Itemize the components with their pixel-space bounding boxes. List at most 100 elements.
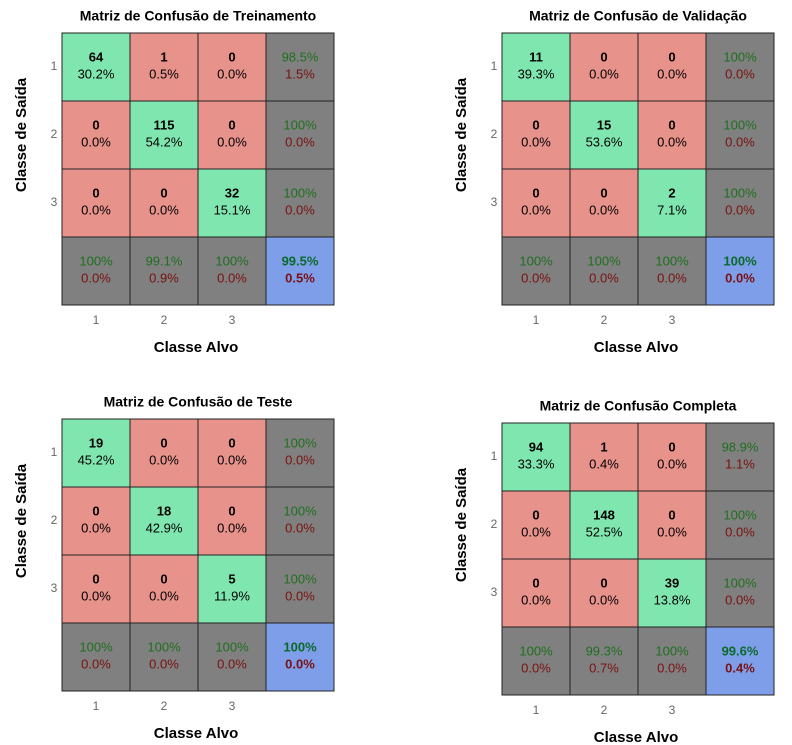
cell-bottom: 0.0% [81,202,111,217]
chart-title: Matriz de Confusão de Treinamento [80,8,316,24]
cell-bottom: 0.0% [149,202,179,217]
cell-top: 100% [723,575,757,590]
cell-top: 100% [723,49,757,64]
cell-bottom: 0.4% [589,456,619,471]
x-tick-label: 3 [669,313,676,327]
matrix-cell [265,486,335,556]
x-axis-label: Classe Alvo [594,339,679,356]
matrix-cell [197,554,267,624]
matrix-cell [265,168,335,238]
cell-top: 100% [283,639,317,654]
cell-bottom: 0.7% [589,660,619,675]
matrix-cell [705,626,775,696]
x-tick-label: 2 [161,313,168,327]
matrix-cell [569,422,639,492]
cell-top: 0 [668,507,675,522]
y-tick-label: 2 [51,513,58,527]
cell-bottom: 7.1% [657,202,687,217]
matrix-cell [61,622,131,692]
cell-top: 0 [668,117,675,132]
y-tick-label: 3 [51,581,58,595]
cell-bottom: 0.0% [725,66,755,81]
matrix-cell [637,490,707,560]
y-axis-label: Classe de Saída [13,463,30,578]
x-tick-label: 2 [601,703,608,717]
y-tick-label: 3 [51,195,58,209]
matrix-cell [197,486,267,556]
cell-bottom: 0.0% [81,134,111,149]
cell-top: 0 [668,439,675,454]
cell-top: 99.6% [722,643,759,658]
matrix-cell [637,32,707,102]
cell-bottom: 0.0% [589,202,619,217]
x-tick-label: 1 [533,313,540,327]
cell-bottom: 52.5% [586,524,623,539]
cell-top: 99.1% [146,253,183,268]
cell-top: 0 [92,185,99,200]
matrix-cell [569,32,639,102]
cell-top: 18 [157,503,171,518]
cell-top: 0 [600,185,607,200]
cell-top: 99.3% [586,643,623,658]
cell-bottom: 0.5% [285,270,315,285]
cell-bottom: 0.0% [589,66,619,81]
y-tick-label: 2 [51,127,58,141]
cell-top: 115 [154,117,175,132]
matrix-cell [265,100,335,170]
x-tick-label: 2 [601,313,608,327]
cell-top: 100% [723,117,757,132]
matrix-cell [637,100,707,170]
cell-bottom: 1.1% [725,456,755,471]
cell-top: 0 [92,503,99,518]
cell-bottom: 0.0% [521,592,551,607]
cell-bottom: 0.0% [657,134,687,149]
matrix-cell [197,622,267,692]
cell-top: 0 [668,49,675,64]
matrix-cell [569,490,639,560]
matrix-cell [569,100,639,170]
cell-bottom: 0.0% [81,520,111,535]
cell-top: 100% [283,503,317,518]
cell-top: 100% [723,253,757,268]
cell-bottom: 0.0% [657,66,687,81]
cell-top: 0 [92,117,99,132]
matrix-cell [501,32,571,102]
y-tick-label: 3 [491,585,498,599]
matrix-cell [705,32,775,102]
cell-top: 100% [79,253,113,268]
cell-bottom: 54.2% [146,134,183,149]
matrix-cell [501,100,571,170]
cell-bottom: 0.0% [149,656,179,671]
cell-bottom: 0.0% [217,656,247,671]
cell-bottom: 11.9% [214,588,250,603]
cell-bottom: 0.0% [521,202,551,217]
cell-bottom: 13.8% [654,592,691,607]
cell-top: 11 [529,49,543,64]
matrix-cell [129,168,199,238]
cell-bottom: 0.0% [285,520,315,535]
cell-bottom: 1.5% [285,66,315,81]
cell-bottom: 42.9% [146,520,183,535]
matrix-cell [637,558,707,628]
matrix-cell [61,236,131,306]
cell-bottom: 53.6% [586,134,623,149]
chart-title: Matriz de Confusão de Teste [104,394,293,410]
cell-top: 98.5% [282,49,319,64]
cell-bottom: 15.1% [214,202,251,217]
y-tick-label: 2 [491,517,498,531]
cell-bottom: 0.0% [217,134,247,149]
cell-top: 39 [665,575,679,590]
cell-bottom: 0.5% [149,66,179,81]
cell-top: 0 [532,117,539,132]
cell-top: 99.5% [282,253,319,268]
matrix-cell [61,32,131,102]
matrix-cell [129,236,199,306]
cell-bottom: 0.0% [285,588,315,603]
cell-top: 100% [519,643,553,658]
cell-bottom: 0.0% [81,656,111,671]
cell-top: 0 [92,571,99,586]
cell-bottom: 0.0% [725,592,755,607]
cell-bottom: 0.0% [521,524,551,539]
chart-title: Matriz de Confusão de Validação [529,8,747,24]
